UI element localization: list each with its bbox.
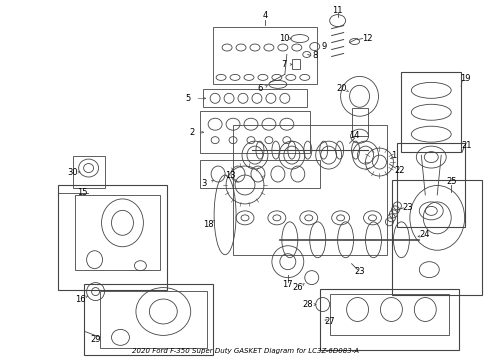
Text: 12: 12 [362, 34, 373, 43]
Bar [200, 160, 319, 188]
Text: 19: 19 [460, 74, 470, 83]
Bar [84, 284, 213, 355]
Bar [58, 185, 167, 290]
Text: 14: 14 [349, 131, 360, 140]
Text: 4: 4 [262, 11, 268, 20]
Text: 5: 5 [186, 94, 191, 103]
Text: 11: 11 [332, 6, 343, 15]
Bar [392, 180, 482, 295]
Text: 17: 17 [283, 280, 293, 289]
Text: 9: 9 [321, 42, 326, 51]
Bar [213, 27, 317, 84]
Text: 22: 22 [394, 166, 405, 175]
Text: 7: 7 [281, 60, 287, 69]
Text: 18: 18 [203, 220, 214, 229]
Text: 23: 23 [354, 267, 365, 276]
Text: 21: 21 [462, 141, 472, 150]
Bar [75, 195, 160, 270]
Bar [200, 111, 310, 153]
Bar [99, 291, 207, 348]
Bar [330, 293, 449, 336]
Bar [319, 289, 459, 350]
Text: 8: 8 [312, 51, 318, 60]
Text: 26: 26 [293, 283, 303, 292]
Text: 23: 23 [402, 203, 413, 212]
Text: 2020 Ford F-350 Super Duty GASKET Diagram for LC3Z-6D083-A: 2020 Ford F-350 Super Duty GASKET Diagra… [131, 348, 359, 354]
Text: 13: 13 [225, 171, 235, 180]
Bar [233, 125, 387, 255]
Text: 24: 24 [419, 230, 430, 239]
Text: 27: 27 [324, 317, 335, 326]
Text: 20: 20 [336, 84, 347, 93]
Bar [397, 143, 465, 227]
Text: 1: 1 [391, 150, 396, 159]
Text: 10: 10 [279, 34, 289, 43]
Text: 30: 30 [67, 167, 78, 176]
Text: 6: 6 [257, 84, 263, 93]
Text: 25: 25 [446, 177, 457, 186]
Bar [292, 59, 300, 69]
Text: 3: 3 [201, 180, 207, 189]
Bar [352, 108, 368, 136]
Text: 2: 2 [190, 128, 195, 137]
Bar [203, 89, 307, 107]
Text: 15: 15 [77, 188, 88, 197]
Text: 28: 28 [302, 300, 313, 309]
Text: 16: 16 [75, 295, 86, 304]
Bar [401, 72, 461, 152]
Text: 29: 29 [90, 335, 101, 344]
Bar [73, 156, 104, 188]
